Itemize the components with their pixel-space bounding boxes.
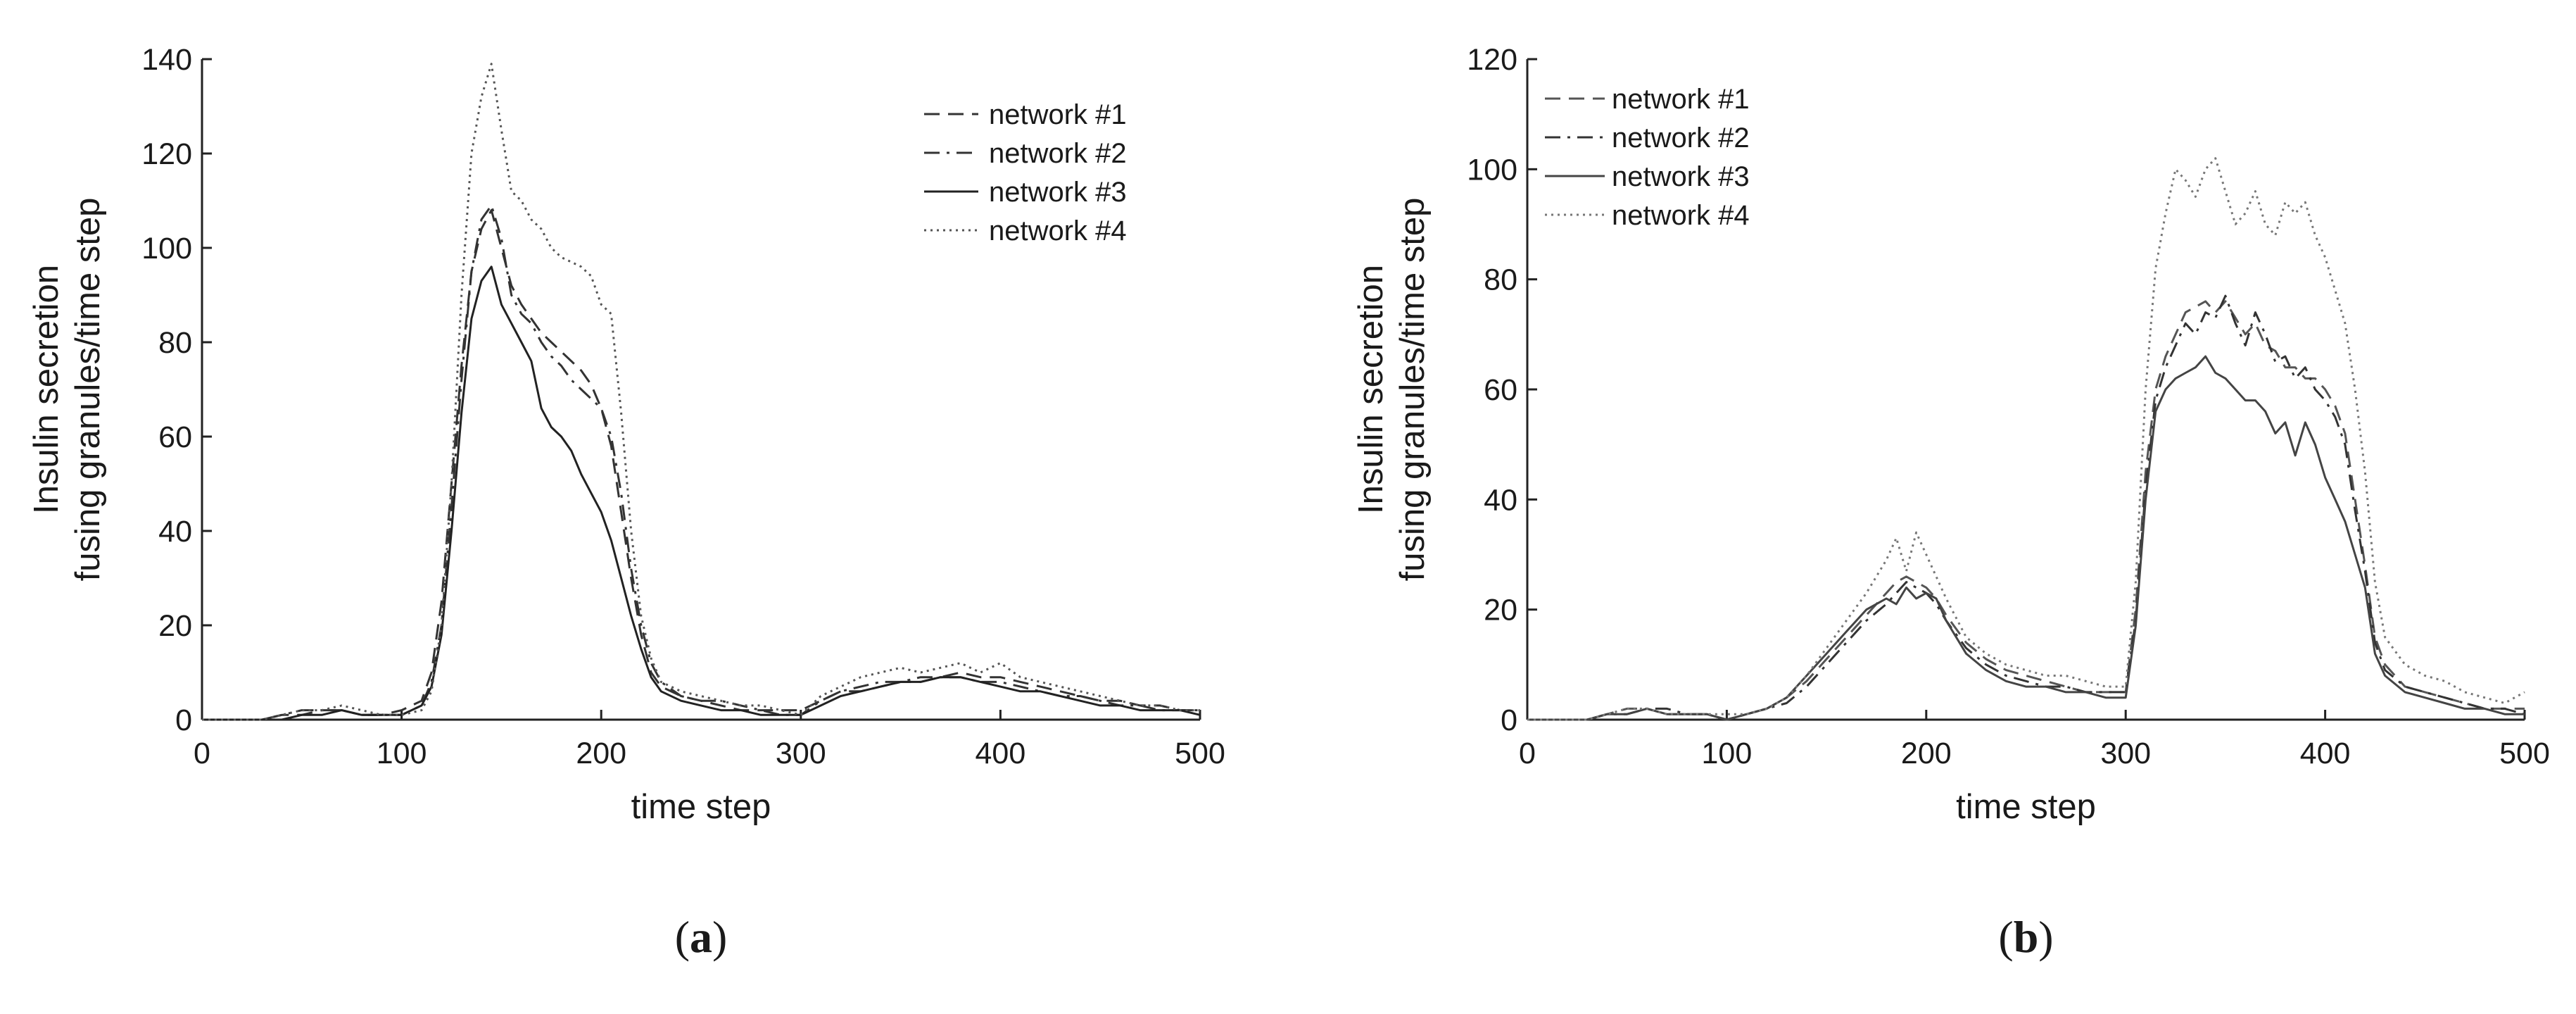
y-tick-label: 140 [141, 43, 192, 77]
panel-caption: (b) [1998, 912, 2053, 962]
y-tick-label: 20 [1484, 594, 1517, 627]
y-tick-label: 40 [158, 515, 192, 549]
y-tick-label: 100 [1467, 153, 1517, 187]
y-axis-title-line-2: fusing granules/time step [1394, 198, 1432, 582]
legend-label: network #2 [1612, 123, 1750, 154]
legend-label: network #4 [989, 215, 1127, 246]
panel-caption-letter: b [2014, 912, 2039, 962]
series-line-network-1 [202, 208, 1200, 721]
panel-caption: (a) [675, 912, 728, 962]
y-tick-label: 100 [141, 232, 192, 265]
x-tick-label: 200 [576, 737, 626, 770]
y-axis-title-line-1: Insulin secretion [27, 265, 65, 514]
x-tick-label: 200 [1901, 737, 1952, 770]
series-line-network-2 [202, 204, 1200, 721]
y-tick-label: 80 [158, 326, 192, 360]
y-tick-label: 80 [1484, 263, 1517, 297]
x-tick-label: 500 [1175, 737, 1225, 770]
x-tick-label: 300 [776, 737, 826, 770]
y-tick-label: 20 [158, 609, 192, 643]
series-line-network-1 [1527, 300, 2525, 721]
series-line-network-3 [1527, 355, 2525, 721]
panel-caption-letter: a [690, 912, 712, 962]
y-tick-label: 0 [1501, 703, 1517, 737]
x-tick-label: 400 [976, 737, 1026, 770]
series-line-network-4 [1527, 157, 2525, 721]
y-axis-title-line-2: fusing granules/time step [69, 198, 107, 582]
x-axis-title: time step [631, 788, 771, 826]
x-tick-label: 0 [194, 737, 210, 770]
y-tick-label: 60 [1484, 373, 1517, 407]
x-tick-label: 500 [2499, 737, 2550, 770]
x-tick-label: 100 [1702, 737, 1753, 770]
x-tick-label: 400 [2300, 737, 2351, 770]
series-line-network-3 [202, 265, 1201, 721]
y-tick-label: 0 [175, 703, 192, 737]
chart-panel-b: 0 100 200 300 400 500 0 20 40 60 80 100 120 time step… [1352, 43, 2550, 962]
legend-label: network #3 [989, 177, 1127, 208]
y-tick-label: 120 [1467, 43, 1517, 77]
legend-label: network #4 [1612, 200, 1750, 231]
x-tick-label: 300 [2100, 737, 2151, 770]
legend-label: network #3 [1612, 161, 1750, 192]
legend-label: network #2 [989, 138, 1127, 169]
y-tick-label: 120 [141, 137, 192, 171]
legend-label: network #1 [1612, 84, 1750, 115]
y-tick-label: 40 [1484, 483, 1517, 517]
y-axis-title-line-1: Insulin secretion [1352, 265, 1390, 514]
x-tick-label: 100 [377, 737, 427, 770]
x-axis-title: time step [1956, 788, 2096, 826]
x-tick-label: 0 [1519, 737, 1536, 770]
y-tick-label: 60 [158, 420, 192, 454]
legend-label: network #1 [989, 99, 1127, 130]
chart-panel-a: 0 100 200 300 400 500 0 20 40 60 80 100 120 140 time s… [27, 43, 1225, 962]
